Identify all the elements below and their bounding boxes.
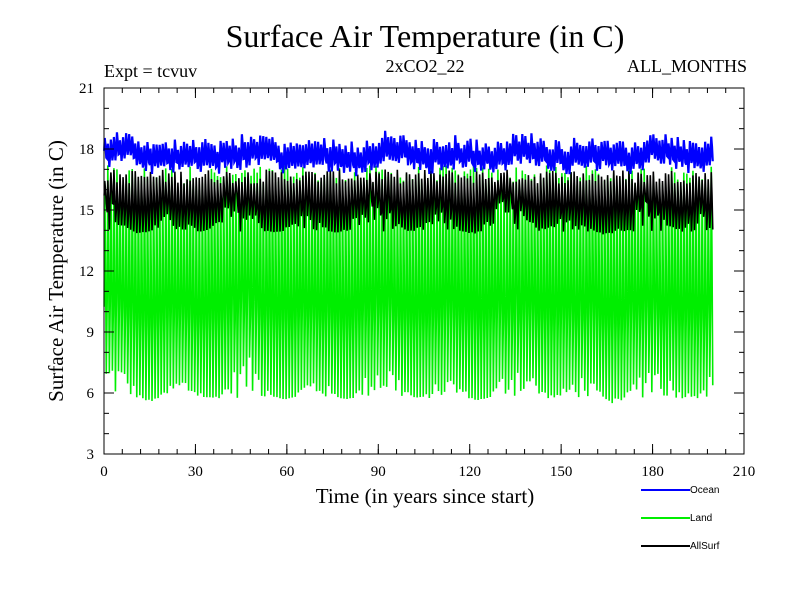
x-tick-label: 60: [279, 464, 294, 480]
y-axis-label: Surface Air Temperature (in C): [44, 140, 68, 402]
y-tick-label: 3: [87, 447, 95, 463]
series-line-ocean: [103, 130, 714, 177]
x-tick-label: 30: [188, 464, 203, 480]
annotation-experiment: Expt = tcvuv: [104, 61, 197, 81]
y-tick-label: 12: [79, 264, 94, 280]
y-tick-label: 9: [87, 325, 95, 341]
x-tick-label: 0: [100, 464, 108, 480]
tick-labels: 0 30 60 90 120 150 180 210 3 6 9 12 15 18 21: [79, 81, 755, 480]
series-line-allsurf: [103, 169, 714, 235]
annotation-run: 2xCO2_22: [385, 56, 464, 76]
x-tick-label: 180: [641, 464, 664, 480]
legend: Ocean Land AllSurf: [641, 485, 720, 552]
x-tick-label: 90: [371, 464, 386, 480]
x-tick-label: 210: [733, 464, 756, 480]
x-tick-label: 150: [550, 464, 573, 480]
y-tick-label: 6: [87, 386, 95, 402]
x-tick-label: 120: [458, 464, 481, 480]
x-axis-label: Time (in years since start): [316, 484, 535, 508]
plot-frame: [103, 87, 745, 455]
legend-label-ocean: Ocean: [690, 485, 719, 496]
legend-label-land: Land: [690, 513, 712, 524]
plot-series: [103, 130, 714, 404]
y-tick-label: 15: [79, 203, 94, 219]
legend-label-allsurf: AllSurf: [690, 541, 720, 552]
y-tick-label: 18: [79, 142, 94, 158]
annotation-months: ALL_MONTHS: [627, 56, 747, 76]
axis-ticks: [103, 87, 745, 455]
chart-title: Surface Air Temperature (in C): [226, 18, 625, 54]
y-tick-label: 21: [79, 81, 94, 97]
